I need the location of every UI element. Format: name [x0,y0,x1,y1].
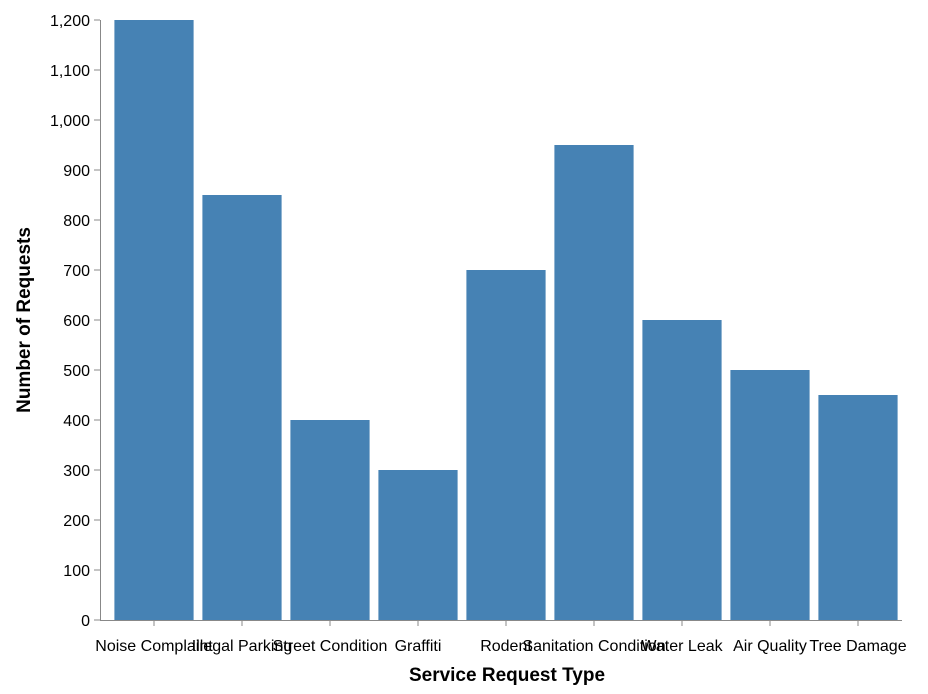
y-tick-label-4: 400 [63,413,90,430]
x-tick-label-6: Water Leak [641,638,723,655]
x-tick-label-8: Tree Damage [809,638,906,655]
y-tick-label-2: 200 [63,513,90,530]
bars-group [114,20,898,620]
bar-1 [202,195,282,620]
bar-4 [466,270,546,620]
bar-0 [114,20,194,620]
y-tick-label-10: 1,000 [50,113,90,130]
y-tick-label-0: 0 [81,613,90,630]
y-tick-label-8: 800 [63,213,90,230]
bar-8 [818,395,898,620]
y-tick-label-1: 100 [63,563,90,580]
bar-6 [642,320,722,620]
bar-5 [554,145,634,620]
y-tick-label-9: 900 [63,163,90,180]
x-tick-label-0: Noise Complaint [95,638,213,655]
y-axis-title: Number of Requests [14,227,35,413]
bar-3 [378,470,458,620]
bar-2 [290,420,370,620]
y-tick-label-5: 500 [63,363,90,380]
y-tick-label-3: 300 [63,463,90,480]
x-axis-title: Service Request Type [409,665,605,686]
y-tick-label-11: 1,100 [50,63,90,80]
y-tick-label-12: 1,200 [50,13,90,30]
x-tick-label-2: Street Condition [273,638,388,655]
x-tick-label-4: Rodent [480,638,532,655]
bar-7 [730,370,810,620]
y-tick-label-7: 700 [63,263,90,280]
y-tick-label-6: 600 [63,313,90,330]
x-tick-label-7: Air Quality [733,638,807,655]
x-tick-label-5: Sanitation Condition [522,638,665,655]
x-tick-label-1: Illegal Parking [192,638,293,655]
x-tick-label-3: Graffiti [395,638,442,655]
y-axis: 0 100 200 300 400 500 600 700 800 900 1,000 1,100 1,… [50,13,101,630]
